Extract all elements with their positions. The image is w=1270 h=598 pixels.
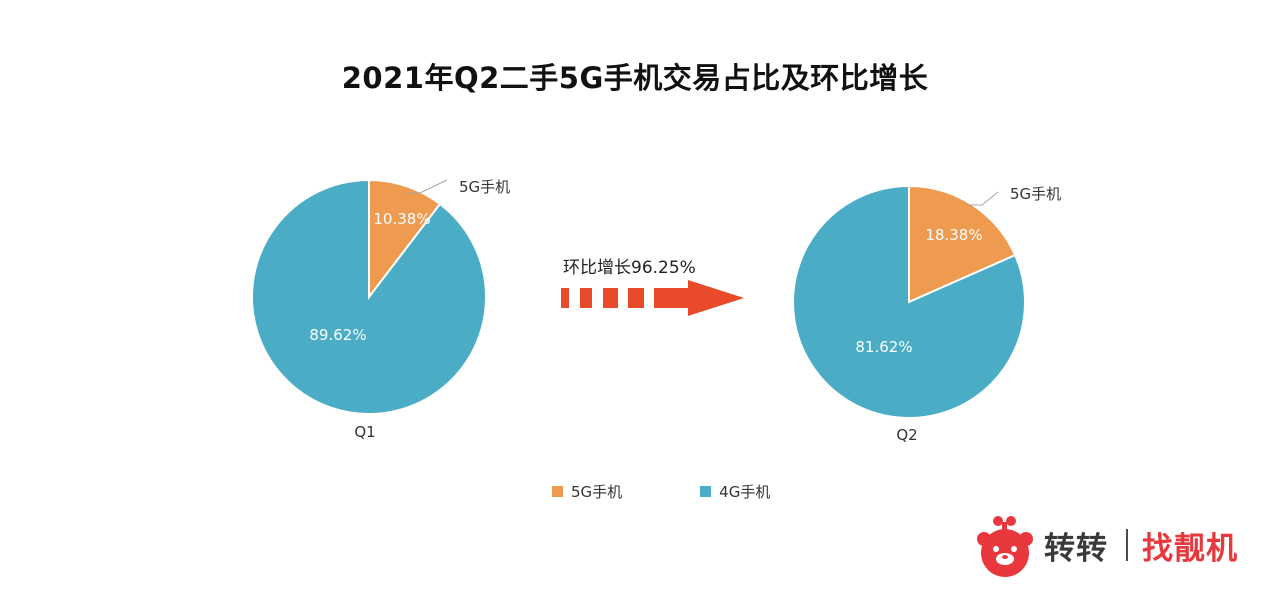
legend-item-4g: 4G手机 — [700, 481, 770, 502]
pie-q1: 10.38% 89.62% 5G手机 Q1 — [251, 178, 510, 441]
callout-label-q2: 5G手机 — [1010, 185, 1061, 203]
chart-title: 2021年Q2二手5G手机交易占比及环比增长 — [341, 61, 929, 95]
arrow-dash-1 — [561, 288, 569, 308]
callout-line-q1 — [405, 179, 448, 194]
legend-label-4g: 4G手机 — [719, 482, 771, 501]
pie-q2: 18.38% 81.62% 5G手机 Q2 — [792, 184, 1061, 444]
arrow-head — [654, 280, 744, 316]
slice-label-q1-5g: 10.38% — [373, 210, 430, 228]
growth-arrow-icon — [561, 280, 744, 316]
pie-slice-q1-5g — [368, 178, 442, 300]
arrow-dash-4 — [628, 288, 644, 308]
legend-swatch-5g — [552, 485, 563, 497]
brand-name: 转转 — [1044, 530, 1108, 567]
bear-mascot-icon — [977, 516, 1033, 577]
slice-label-q2-5g: 18.38% — [925, 226, 982, 244]
pie-slice-q2-4g — [792, 184, 1026, 419]
growth-label: 环比增长96.25% — [563, 258, 696, 278]
callout-label-q1: 5G手机 — [459, 178, 510, 196]
callout-line-q2 — [967, 191, 999, 206]
pie-slice-q1-4g — [251, 178, 487, 415]
category-label-q2: Q2 — [896, 426, 917, 444]
slice-label-q2-4g: 81.62% — [855, 338, 912, 356]
legend-swatch-4g — [700, 485, 712, 497]
legend-item-5g: 5G手机 — [552, 481, 622, 502]
brand-slogan: 找靓机 — [1142, 530, 1238, 567]
arrow-dash-2 — [580, 288, 592, 308]
brand-logo: 转转 找靓机 — [976, 513, 1252, 577]
legend: 5G手机 4G手机 — [552, 480, 848, 502]
legend-label-5g: 5G手机 — [571, 482, 623, 501]
arrow-dash-3 — [603, 288, 618, 308]
category-label-q1: Q1 — [354, 423, 375, 441]
slice-label-q1-4g: 89.62% — [309, 326, 366, 344]
logo-divider — [1126, 529, 1128, 561]
